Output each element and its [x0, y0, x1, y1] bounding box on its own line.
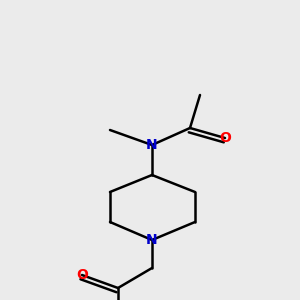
Text: N: N [146, 233, 158, 247]
Text: O: O [76, 268, 88, 282]
Text: N: N [146, 138, 158, 152]
Text: O: O [219, 131, 231, 145]
